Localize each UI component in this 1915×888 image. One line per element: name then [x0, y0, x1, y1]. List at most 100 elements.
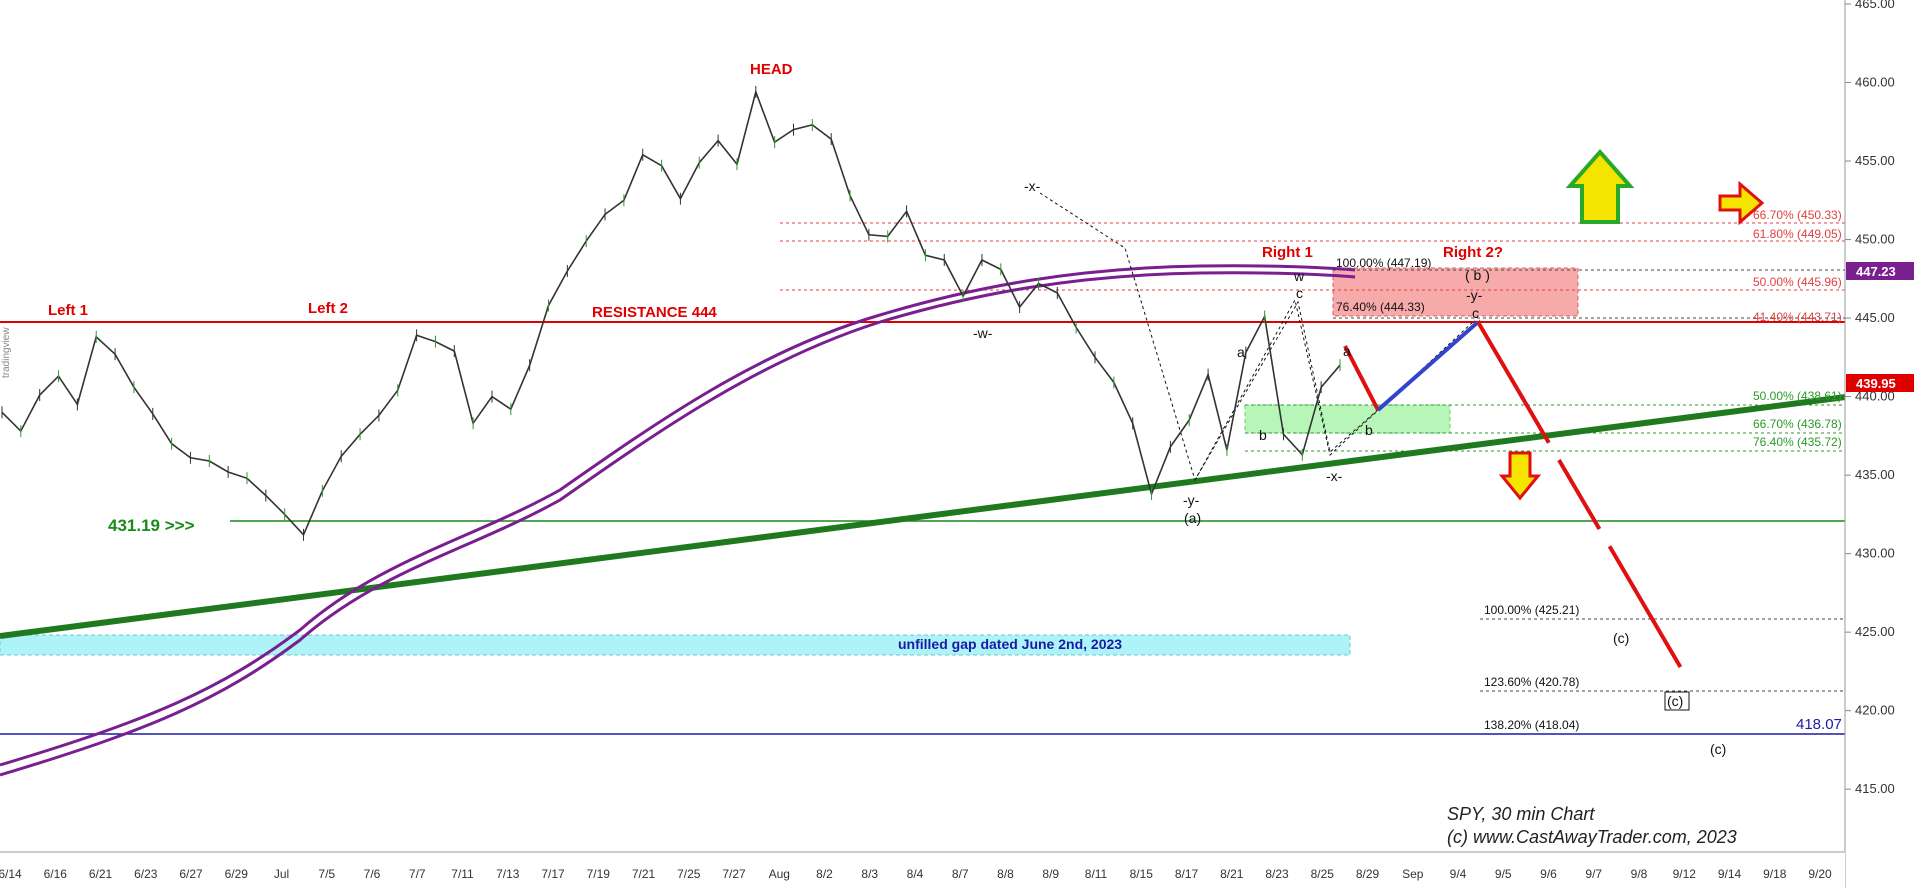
- x-tick-label: 9/6: [1540, 867, 1557, 881]
- wave-label: c: [1472, 305, 1479, 321]
- x-tick-label: 6/21: [89, 867, 113, 881]
- wave-label: (c): [1710, 741, 1726, 757]
- wave-label: w: [1293, 268, 1305, 284]
- fib-label: 50.00% (438.61): [1753, 389, 1842, 403]
- x-tick-label: 8/4: [907, 867, 924, 881]
- y-tick-label: 415.00: [1855, 781, 1895, 796]
- y-tick-label: 430.00: [1855, 546, 1895, 561]
- wave-label-box: [1664, 691, 1690, 711]
- x-tick-label: 7/25: [677, 867, 701, 881]
- fib-label: 100.00% (447.19): [1336, 256, 1431, 270]
- chart-title: SPY, 30 min Chart: [1447, 804, 1595, 824]
- wave-label: c: [1296, 285, 1303, 301]
- moving-average-outer: [0, 264, 1356, 767]
- support-label: 431.19 >>>: [108, 516, 195, 535]
- y-tick-label: 420.00: [1855, 703, 1895, 718]
- x-tick-label: 9/8: [1631, 867, 1648, 881]
- price-line: [1, 89, 1341, 537]
- x-tick-label: 6/16: [44, 867, 68, 881]
- wave-label: a: [1343, 343, 1351, 359]
- x-tick-label: Jul: [274, 867, 289, 881]
- y-tick-label: 440.00: [1855, 389, 1895, 404]
- x-tick-label: 7/27: [722, 867, 746, 881]
- x-tick-label: 8/2: [816, 867, 833, 881]
- wave-label: -y-: [1183, 492, 1200, 508]
- x-tick-label: 8/17: [1175, 867, 1199, 881]
- wave-label: -x-: [1326, 468, 1343, 484]
- arrows-layer: [1498, 148, 1765, 501]
- gap-label: unfilled gap dated June 2nd, 2023: [898, 636, 1122, 652]
- x-ticks: 6/14 6/16 6/21 6/23 6/27 6/29 Jul 7/5 7/6 7/7 7/11…: [0, 867, 1832, 881]
- x-axis: [0, 851, 1845, 888]
- x-tick-label: 6/23: [134, 867, 158, 881]
- chart-source: (c) www.CastAwayTrader.com, 2023: [1447, 827, 1737, 847]
- price-series: [1, 85, 1341, 541]
- wave-label: (c): [1613, 630, 1629, 646]
- price-badge-440-text: 439.95: [1856, 376, 1896, 391]
- x-tick-label: 7/5: [318, 867, 335, 881]
- x-tick-label: 7/11: [451, 867, 474, 881]
- fib-label: 76.40% (444.33): [1336, 300, 1425, 314]
- y-tick-label: 460.00: [1855, 75, 1895, 90]
- fib-label: 100.00% (425.21): [1484, 603, 1579, 617]
- x-tick-label: 7/13: [496, 867, 520, 881]
- x-tick-label: 6/14: [0, 867, 22, 881]
- y-tick-label: 450.00: [1855, 232, 1895, 247]
- x-tick-label: 6/29: [225, 867, 249, 881]
- x-tick-label: 8/25: [1311, 867, 1335, 881]
- wave-connector-a: [1039, 192, 1476, 482]
- right-arrow-icon: [1718, 180, 1765, 226]
- x-tick-label: 8/11: [1085, 867, 1108, 881]
- x-tick-label: 8/8: [997, 867, 1014, 881]
- x-tick-label: 8/7: [952, 867, 969, 881]
- x-tick-label: 6/27: [179, 867, 203, 881]
- price-badges: 447.23 439.95: [1846, 262, 1914, 392]
- x-tick-label: 9/5: [1495, 867, 1512, 881]
- x-tick-label: 8/23: [1265, 867, 1289, 881]
- fib-label: 66.70% (436.78): [1753, 417, 1842, 431]
- wave-label: b: [1365, 422, 1373, 438]
- level-418-label: 418.07: [1796, 716, 1842, 733]
- x-tick-label: 9/4: [1450, 867, 1467, 881]
- wave-label: -x-: [1024, 178, 1041, 194]
- x-tick-label: 9/12: [1673, 867, 1697, 881]
- green-trendline: [0, 385, 1915, 639]
- up-arrow-icon: [1565, 148, 1635, 224]
- price-badge-440: [1846, 374, 1914, 392]
- y-tick-label: 465.00: [1855, 0, 1895, 11]
- x-tick-label: 7/6: [364, 867, 381, 881]
- zones-layer: [0, 267, 1579, 656]
- left2-label: Left 2: [308, 300, 348, 317]
- fib-label: 123.60% (420.78): [1484, 675, 1579, 689]
- x-tick-label: 9/7: [1585, 867, 1602, 881]
- right2-label: Right 2?: [1443, 244, 1503, 261]
- x-tick-label: 7/19: [587, 867, 611, 881]
- x-tick-label: Aug: [769, 867, 790, 881]
- wave-label: ( b ): [1465, 267, 1490, 283]
- fib-label: 61.80% (449.05): [1753, 227, 1842, 241]
- left1-label: Left 1: [48, 302, 88, 319]
- wave-label: b: [1259, 427, 1267, 443]
- trend-layer: [0, 192, 1915, 777]
- y-axis: [1844, 0, 1915, 888]
- wave-label: -y-: [1466, 287, 1483, 303]
- x-tick-label: 7/17: [541, 867, 565, 881]
- green-support-zone: [1244, 404, 1451, 434]
- fib-label: 76.40% (435.72): [1753, 435, 1842, 449]
- x-tick-label: 9/14: [1718, 867, 1742, 881]
- wave-label: (a): [1184, 510, 1201, 526]
- wave-label: -w-: [973, 325, 993, 341]
- y-tick-label: 425.00: [1855, 624, 1895, 639]
- x-tick-label: 7/21: [632, 867, 656, 881]
- x-tick-label: 8/3: [861, 867, 878, 881]
- projection-blue: [1376, 320, 1480, 412]
- x-tick-label: 8/9: [1042, 867, 1059, 881]
- price-badge-447-text: 447.23: [1856, 264, 1896, 279]
- fib-label: 66.70% (450.33): [1753, 208, 1842, 222]
- x-tick-label: 9/20: [1808, 867, 1832, 881]
- y-ticks: 415.00 420.00 425.00 430.00 435.00 440.00 445.…: [1845, 0, 1895, 796]
- x-tick-label: 8/21: [1220, 867, 1244, 881]
- x-tick-label: 8/15: [1130, 867, 1154, 881]
- head-label: HEAD: [750, 61, 793, 78]
- unfilled-gap-zone: [0, 634, 1351, 656]
